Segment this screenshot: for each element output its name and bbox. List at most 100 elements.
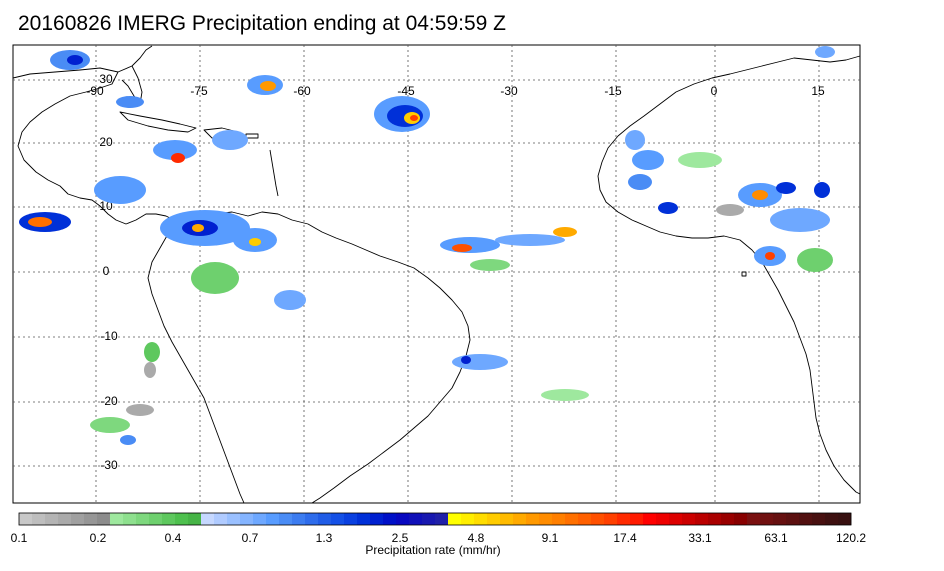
colorbar-swatch (318, 513, 332, 525)
colorbar-tick-label: 0.2 (89, 531, 107, 545)
longitude-labels: -90 -75 -60 -45 -30 -15 0 15 (86, 84, 825, 98)
colorbar-tick-label: 0.4 (164, 531, 182, 545)
colorbar-swatch (578, 513, 592, 525)
colorbar-swatch (357, 513, 371, 525)
colorbar-swatch (136, 513, 150, 525)
lat-label: 20 (99, 135, 113, 149)
colorbar-swatch (214, 513, 228, 525)
colorbar-swatch (97, 513, 111, 525)
colorbar-swatch (32, 513, 46, 525)
map-frame (12, 44, 861, 504)
colorbar-swatch (838, 513, 852, 525)
colorbar-swatch (565, 513, 579, 525)
colorbar-swatch (344, 513, 358, 525)
colorbar-swatch (487, 513, 501, 525)
colorbar-swatch (773, 513, 787, 525)
lat-label: -30 (100, 458, 118, 472)
colorbar-swatch (799, 513, 813, 525)
colorbar-swatch (253, 513, 267, 525)
colorbar-swatch (721, 513, 735, 525)
precipitation-field (19, 46, 835, 445)
colorbar-swatch (656, 513, 670, 525)
colorbar-tick-label: 4.8 (467, 531, 485, 545)
colorbar-swatch (58, 513, 72, 525)
colorbar-swatch (825, 513, 839, 525)
colorbar-swatch (695, 513, 709, 525)
lat-label: 0 (103, 264, 110, 278)
lat-label: 30 (99, 72, 113, 86)
map-title: 20160826 IMERG Precipitation ending at 0… (18, 12, 506, 35)
colorbar-swatch (292, 513, 306, 525)
colorbar-swatch (305, 513, 319, 525)
colorbar-swatch (669, 513, 683, 525)
lon-label: 0 (711, 84, 718, 98)
colorbar-tick-label: 1.3 (315, 531, 333, 545)
colorbar-swatch (461, 513, 475, 525)
coastlines (12, 45, 861, 504)
colorbar-swatch (539, 513, 553, 525)
colorbar-swatch (617, 513, 631, 525)
colorbar-swatch (201, 513, 215, 525)
colorbar-swatch (45, 513, 59, 525)
colorbar-tick-label: 0.1 (10, 531, 28, 545)
lon-label: -60 (293, 84, 311, 98)
lat-label: -20 (100, 394, 118, 408)
colorbar-swatch (591, 513, 605, 525)
colorbar-swatch (123, 513, 137, 525)
colorbar-swatch (513, 513, 527, 525)
colorbar-swatch (526, 513, 540, 525)
colorbar (18, 512, 852, 526)
colorbar-swatch (500, 513, 514, 525)
colorbar-swatch (643, 513, 657, 525)
colorbar-swatch (812, 513, 826, 525)
colorbar-swatch (786, 513, 800, 525)
colorbar-swatch (71, 513, 85, 525)
latitude-labels: 30 20 10 0 -10 -20 -30 (99, 72, 118, 472)
colorbar-swatch (370, 513, 384, 525)
colorbar-tick-label: 2.5 (391, 531, 409, 545)
colorbar-swatch (383, 513, 397, 525)
colorbar-swatch (474, 513, 488, 525)
colorbar-swatch (630, 513, 644, 525)
colorbar-swatch (175, 513, 189, 525)
colorbar-tick-label: 0.7 (241, 531, 259, 545)
colorbar-swatch (227, 513, 241, 525)
colorbar-tick-label: 17.4 (613, 531, 637, 545)
colorbar-tick-label: 9.1 (541, 531, 559, 545)
colorbar-swatch (279, 513, 293, 525)
colorbar-swatch (149, 513, 163, 525)
lat-label: -10 (100, 329, 118, 343)
colorbar-swatch (552, 513, 566, 525)
colorbar-swatch (84, 513, 98, 525)
lon-label: -75 (190, 84, 208, 98)
lon-label: 15 (811, 84, 825, 98)
colorbar-swatch (422, 513, 436, 525)
lon-label: -45 (397, 84, 415, 98)
colorbar-swatch (266, 513, 280, 525)
colorbar-title: Precipitation rate (mm/hr) (365, 543, 501, 557)
colorbar-tick-label: 120.2 (835, 531, 867, 545)
colorbar-swatch (760, 513, 774, 525)
colorbar-border (18, 512, 852, 526)
lon-label: -15 (604, 84, 622, 98)
colorbar-swatch (396, 513, 410, 525)
colorbar-swatch (747, 513, 761, 525)
colorbar-swatch (19, 513, 33, 525)
colorbar-swatch (435, 513, 449, 525)
colorbar-swatch (682, 513, 696, 525)
colorbar-swatch (604, 513, 618, 525)
colorbar-swatch (188, 513, 202, 525)
colorbar-swatch (734, 513, 748, 525)
colorbar-swatch (331, 513, 345, 525)
colorbar-swatch (240, 513, 254, 525)
lon-label: -90 (86, 84, 104, 98)
colorbar-swatch (409, 513, 423, 525)
colorbar-swatch (448, 513, 462, 525)
colorbar-tick-label: 33.1 (688, 531, 712, 545)
lon-label: -30 (500, 84, 518, 98)
colorbar-swatch (162, 513, 176, 525)
colorbar-swatch (110, 513, 124, 525)
colorbar-tick-label: 63.1 (764, 531, 788, 545)
colorbar-swatch (708, 513, 722, 525)
